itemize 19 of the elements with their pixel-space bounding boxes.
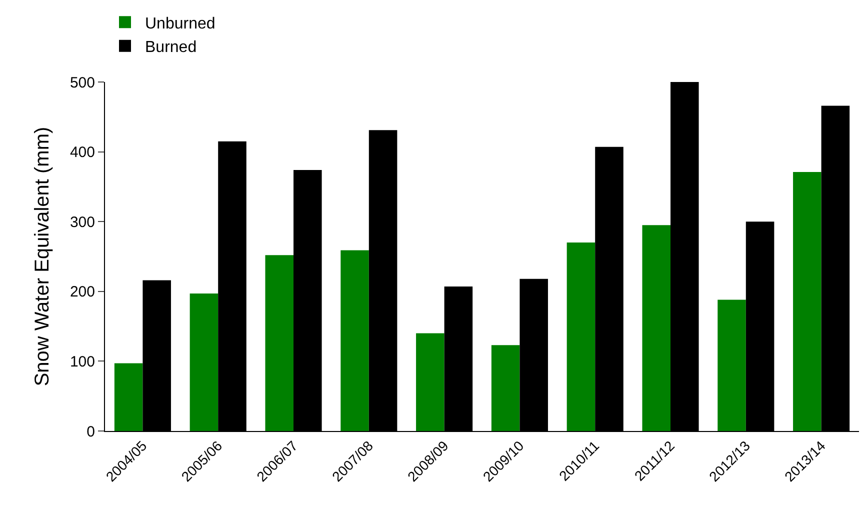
y-tick-label: 500 [70,74,95,92]
bar [114,363,143,431]
bar [265,255,294,431]
bar [793,172,822,431]
y-tick-label: 300 [70,214,95,231]
legend-label: Burned [145,39,197,56]
bar [190,293,218,431]
y-tick-label: 200 [70,284,95,301]
bar [416,333,444,431]
y-tick-label: 0 [86,423,95,440]
y-axis-title: Snow Water Equivalent (mm) [31,126,54,386]
y-tick-label: 100 [70,353,95,370]
bar [491,345,520,431]
bar [718,300,746,431]
y-tick-label: 400 [70,144,95,162]
bar [642,225,670,431]
bar [340,250,369,431]
bar [566,242,596,431]
legend-label: Unburned [145,15,216,32]
